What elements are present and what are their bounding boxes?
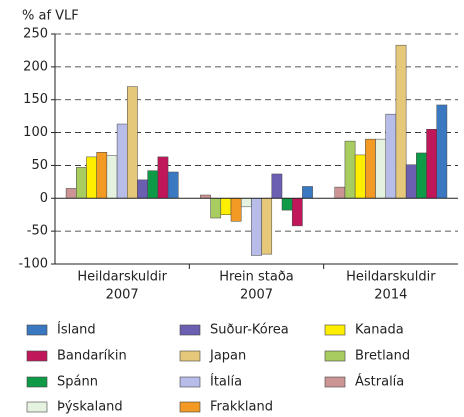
legend-label: Ítalía	[210, 374, 242, 390]
legend-label: Bandaríkin	[57, 349, 127, 364]
legend-swatch	[179, 376, 201, 388]
y-tick-label: 0	[40, 191, 48, 206]
legend-swatch	[179, 401, 201, 413]
x-tick-label: 2014	[374, 288, 407, 303]
bar	[375, 138, 386, 199]
bar	[76, 167, 87, 199]
bar	[86, 156, 97, 199]
bar	[271, 173, 283, 199]
bar	[240, 198, 252, 208]
bar	[210, 198, 222, 219]
legend-swatch	[26, 324, 48, 336]
y-axis-label: % af VLF	[22, 9, 79, 24]
x-tick-label: 2007	[240, 288, 273, 303]
x-tick-label: Hrein staða	[219, 270, 294, 285]
legend-swatch	[324, 324, 346, 336]
legend-swatch	[26, 376, 48, 388]
x-tick-label: 2007	[106, 288, 139, 303]
legend-label: Kanada	[355, 323, 404, 338]
legend-label: Frakkland	[210, 400, 273, 415]
legend-label: Suður-Kórea	[210, 323, 289, 338]
bar	[385, 113, 397, 199]
legend-label: Þýskaland	[57, 400, 123, 415]
bar	[220, 198, 232, 215]
bar	[96, 152, 108, 199]
bar	[395, 44, 407, 199]
legend-swatch	[324, 350, 346, 362]
legend-label: Ísland	[57, 322, 96, 338]
bar	[261, 198, 273, 255]
bar	[116, 123, 128, 199]
bar	[157, 156, 169, 199]
y-tick-label: 50	[31, 158, 48, 173]
legend-swatch	[26, 401, 48, 413]
bar	[167, 171, 179, 199]
bar	[137, 179, 148, 199]
bar	[334, 186, 346, 199]
bar	[302, 186, 313, 199]
legend-swatch	[26, 350, 48, 362]
bar	[365, 138, 376, 199]
y-tick-label: -100	[18, 257, 48, 272]
y-tick-label: 100	[23, 125, 48, 140]
bar	[230, 198, 242, 222]
bar	[405, 164, 417, 199]
bar	[251, 198, 262, 256]
y-tick-label: 250	[23, 27, 48, 42]
bar	[106, 155, 118, 199]
bar	[354, 154, 366, 199]
bar	[147, 170, 159, 199]
legend-swatch	[179, 324, 201, 336]
bar	[344, 140, 356, 199]
x-tick-label: Heildarskuldir	[77, 270, 167, 285]
y-tick-label: 150	[23, 92, 48, 107]
bar	[127, 86, 138, 199]
bar	[436, 104, 448, 199]
legend-label: Ástralía	[355, 374, 404, 390]
bar	[426, 129, 437, 199]
legend-label: Bretland	[355, 349, 410, 364]
y-tick-label: 200	[23, 59, 48, 74]
legend-label: Spánn	[57, 375, 98, 390]
legend-swatch	[324, 376, 346, 388]
bar	[281, 198, 293, 211]
bar	[416, 152, 427, 199]
y-tick-label: -50	[27, 224, 48, 239]
legend-label: Japan	[209, 349, 246, 364]
legend-swatch	[179, 350, 201, 362]
bar	[65, 188, 77, 199]
bar	[291, 198, 303, 227]
x-tick-label: Heildarskuldir	[346, 270, 436, 285]
